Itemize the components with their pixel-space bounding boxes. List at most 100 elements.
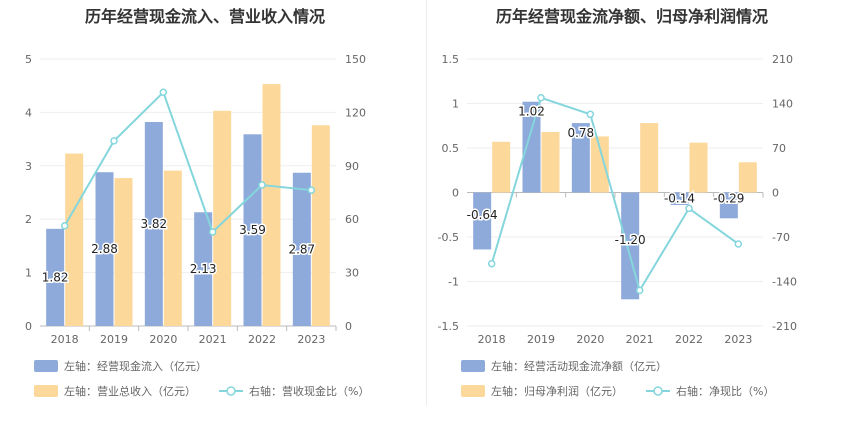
chart-1-left-tick-label: 0: [25, 320, 32, 333]
chart-1-bar-value-label: 3.82: [140, 217, 167, 231]
chart-1-bar-value-label: 2.13: [190, 262, 217, 276]
chart-2-right-tick-label: -210: [772, 320, 797, 333]
chart-left: 历年经营现金流入、营业收入情况 0 1 2 3 4 5 0 30 60 90 120 150 2018 20…: [25, 7, 369, 398]
chart-1-bar-a-2020: [144, 122, 163, 327]
chart-1-bar-b-2018: [65, 153, 84, 326]
chart-2-bar-b-2020: [590, 136, 609, 193]
chart-1-legend-swatch: [34, 360, 58, 372]
chart-1-right-tick-label: 60: [345, 213, 359, 226]
chart-2-bar-a-2018: [473, 192, 492, 250]
chart-2-legend-label: 右轴：净现比（%）: [676, 384, 774, 398]
chart-1-ratio-point-2023: [307, 186, 316, 194]
chart-1-ratio-point-2020: [159, 88, 168, 97]
chart-2-bar-b-2021: [640, 123, 659, 193]
chart-1-right-tick-label: 0: [345, 320, 352, 333]
chart-1-left-tick-label: 1: [25, 267, 32, 280]
chart-2-bar-value-label: -0.64: [467, 208, 498, 222]
chart-2-legend-swatch: [461, 360, 485, 372]
chart-2-bar-value-label: -0.14: [664, 192, 695, 206]
chart-1-bar-b-2022: [262, 84, 281, 327]
chart-2-left-tick-label: -0.5: [438, 231, 459, 244]
chart-1-bar-value-label: 1.82: [42, 270, 69, 284]
chart-1-legend-label: 左轴：经营现金流入（亿元）: [64, 359, 207, 373]
chart-2-ratio-line: [490, 96, 739, 293]
chart-2-left-tick-label: -1: [448, 276, 459, 289]
chart-1-bar-a-2018: [46, 228, 65, 326]
chart-2-right-tick-label: -140: [772, 276, 797, 289]
chart-1-bar-a-2022: [243, 134, 262, 326]
chart-1-bar-b-2020: [163, 170, 182, 326]
chart-2-left-tick-label: 1.5: [442, 53, 460, 66]
chart-2-x-tick-label: 2021: [626, 333, 654, 346]
chart-2-bar-b-2019: [541, 131, 560, 193]
chart-2-ratio-point-2021: [635, 286, 644, 295]
chart-1-right-tick-label: 30: [345, 267, 359, 280]
chart-1-right-tick-label: 90: [345, 160, 359, 173]
chart-2-bar-value-label: 1.02: [518, 105, 545, 119]
chart-2-bar-value-label: -0.29: [713, 192, 744, 206]
chart-1-left-tick-label: 2: [25, 213, 32, 226]
chart-1-legend-line-marker: [226, 386, 236, 396]
panel-divider: [426, 0, 427, 405]
chart-2-legend-label: 左轴：经营活动现金流净额（亿元）: [491, 359, 667, 373]
chart-1-bar-a-2019: [95, 172, 114, 326]
chart-2-right-tick-label: 210: [772, 53, 793, 66]
chart-1-bar-value-label: 2.88: [91, 242, 118, 256]
chart-2-right-tick-label: 70: [772, 142, 786, 155]
chart-1-ratio-point-2018: [60, 222, 69, 230]
chart-2-right-tick-label: 0: [772, 187, 779, 200]
chart-2-bar-value-label: -1.20: [615, 233, 646, 247]
chart-1-bar-value-label: 2.87: [288, 242, 315, 256]
chart-1-bar-b-2023: [311, 125, 330, 326]
chart-2-ratio-point-2018: [487, 259, 496, 268]
chart-1-ratio-line: [63, 90, 312, 234]
chart-1-bar-value-label: 3.59: [239, 223, 266, 237]
chart-1-legend-swatch: [34, 385, 58, 397]
chart-1-x-tick-label: 2022: [248, 333, 276, 346]
chart-2-x-tick-label: 2023: [724, 333, 752, 346]
chart-1-x-tick-label: 2018: [51, 333, 79, 346]
chart-2-x-tick-label: 2019: [527, 333, 555, 346]
chart-2-bar-a-2020: [571, 123, 590, 193]
chart-1-ratio-point-2019: [110, 137, 118, 145]
chart-1-bar-b-2021: [213, 110, 232, 326]
chart-2-legend-line-marker: [653, 386, 663, 396]
chart-2-left-tick-label: 1: [452, 98, 459, 111]
chart-right: 历年经营现金流净额、归母净利润情况 -1.5 -1 -0.5 0 0.5 1 1.5 -210 -…: [438, 7, 797, 398]
chart-1-left-tick-label: 4: [25, 106, 32, 119]
chart-2-left-tick-label: -1.5: [438, 320, 459, 333]
chart-1-left-tick-label: 3: [25, 160, 32, 173]
chart-2-legend-swatch: [461, 385, 485, 397]
chart-1-right-tick-label: 150: [345, 53, 366, 66]
chart-2-ratio-point-2020: [586, 110, 595, 119]
chart-2-bar-b-2022: [689, 142, 708, 193]
chart-2-bar-a-2023: [719, 192, 738, 219]
chart-1-ratio-point-2021: [208, 228, 217, 236]
chart-2-ratio-point-2019: [537, 94, 545, 102]
chart-1-x-tick-label: 2020: [149, 333, 177, 346]
chart-2-left-tick-label: 0.5: [442, 142, 460, 155]
chart-2-bar-b-2018: [492, 141, 511, 193]
chart-2-right-tick-label: 140: [772, 98, 793, 111]
chart-1-x-tick-label: 2019: [100, 333, 128, 346]
chart-1-x-tick-label: 2021: [199, 333, 227, 346]
chart-2-legend-label: 左轴：归母净利润（亿元）: [491, 384, 623, 398]
chart-2-x-tick-label: 2020: [576, 333, 604, 346]
chart-1-bar-a-2021: [194, 212, 213, 326]
chart-2-ratio-point-2023: [734, 240, 743, 248]
chart-2-bar-a-2022: [670, 192, 689, 205]
chart-1-legend-label: 右轴：营收现金比（%）: [249, 384, 369, 398]
chart-1-right-tick-label: 120: [345, 106, 366, 119]
chart-1-bar-b-2019: [114, 178, 133, 326]
chart-1-ratio-point-2022: [258, 181, 266, 189]
chart-1-left-tick-label: 5: [25, 53, 32, 66]
chart-2-ratio-point-2022: [685, 204, 693, 213]
chart-2-left-tick-label: 0: [452, 187, 459, 200]
chart-1-legend-label: 左轴：营业总收入（亿元）: [64, 384, 196, 398]
chart-2-bar-value-label: 0.78: [567, 126, 594, 140]
chart-2-x-tick-label: 2018: [478, 333, 506, 346]
chart-1-bar-a-2023: [292, 172, 311, 326]
chart-2-bar-b-2023: [738, 162, 757, 193]
chart-1-title: 历年经营现金流入、营业收入情况: [85, 7, 325, 26]
